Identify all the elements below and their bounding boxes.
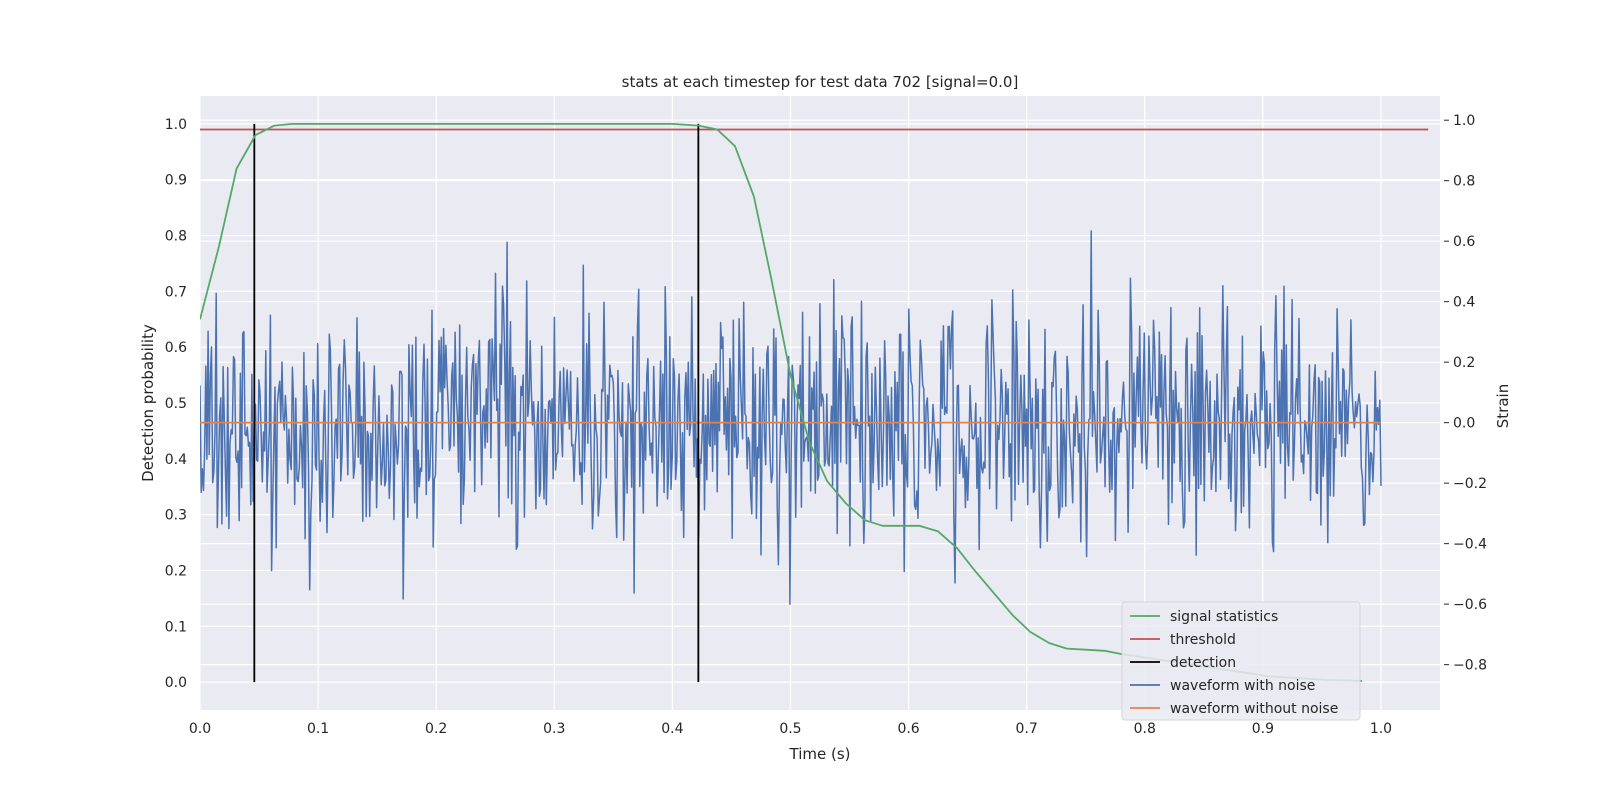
y-tick-label-right: −0.8 bbox=[1453, 658, 1487, 674]
y-tick-label-left: 0.5 bbox=[165, 396, 187, 412]
y-tick-label-right: 0.0 bbox=[1453, 416, 1475, 432]
y-tick-label-left: 0.9 bbox=[165, 173, 187, 189]
y-tick-label-left: 0.7 bbox=[165, 284, 187, 300]
series-waveform-with-noise bbox=[200, 230, 1382, 605]
legend-label-waveform-without-noise: waveform without noise bbox=[1170, 701, 1338, 717]
ticks-layer: 0.0 0.1 0.2 0.3 0.4 0.5 0.6 0.7 0.8 0.9 1.0 0.0 0.1 0… bbox=[165, 113, 1487, 737]
chart-title: stats at each timestep for test data 702… bbox=[622, 73, 1019, 91]
x-tick-label: 0.0 bbox=[189, 721, 211, 737]
y-tick-label-right: −0.4 bbox=[1453, 537, 1487, 553]
y-tick-label-right: 0.4 bbox=[1453, 295, 1475, 311]
x-tick-label: 0.2 bbox=[425, 721, 447, 737]
y-tick-label-left: 0.4 bbox=[165, 452, 187, 468]
y-axis-label-right: Strain bbox=[1494, 384, 1512, 428]
x-axis-label: Time (s) bbox=[789, 745, 851, 763]
y-axis-label-left: Detection probability bbox=[139, 324, 157, 482]
x-tick-label: 0.5 bbox=[779, 721, 801, 737]
legend-box bbox=[1121, 601, 1361, 721]
y-tick-label-left: 0.2 bbox=[165, 563, 187, 579]
x-tick-label: 0.7 bbox=[1016, 721, 1038, 737]
legend-label-waveform-with-noise: waveform with noise bbox=[1170, 678, 1315, 694]
y-tick-label-right: −0.6 bbox=[1453, 597, 1487, 613]
y-tick-label-left: 0.3 bbox=[165, 508, 187, 524]
y-tick-label-right: −0.2 bbox=[1453, 476, 1487, 492]
legend-label-threshold: threshold bbox=[1170, 632, 1236, 648]
y-tick-label-right: 0.6 bbox=[1453, 234, 1475, 250]
y-tick-label-left: 0.6 bbox=[165, 340, 187, 356]
y-tick-label-right: 0.2 bbox=[1453, 355, 1475, 371]
y-tick-label-left: 0.0 bbox=[165, 675, 187, 691]
legend: signal statistics threshold detection wa… bbox=[1121, 601, 1361, 721]
x-tick-label: 0.4 bbox=[661, 721, 683, 737]
x-tick-label: 0.9 bbox=[1252, 721, 1274, 737]
x-tick-label: 1.0 bbox=[1370, 721, 1392, 737]
y-tick-label-left: 1.0 bbox=[165, 117, 187, 133]
x-tick-label: 0.8 bbox=[1134, 721, 1156, 737]
y-tick-label-left: 0.8 bbox=[165, 229, 187, 245]
y-tick-label-right: 0.8 bbox=[1453, 174, 1475, 190]
x-tick-label: 0.1 bbox=[307, 721, 329, 737]
y-tick-label-left: 0.1 bbox=[165, 619, 187, 635]
legend-label-detection: detection bbox=[1170, 655, 1236, 671]
x-tick-label: 0.6 bbox=[897, 721, 919, 737]
legend-label-signal-statistics: signal statistics bbox=[1170, 609, 1278, 625]
y-tick-label-right: 1.0 bbox=[1453, 113, 1475, 129]
x-tick-label: 0.3 bbox=[543, 721, 565, 737]
